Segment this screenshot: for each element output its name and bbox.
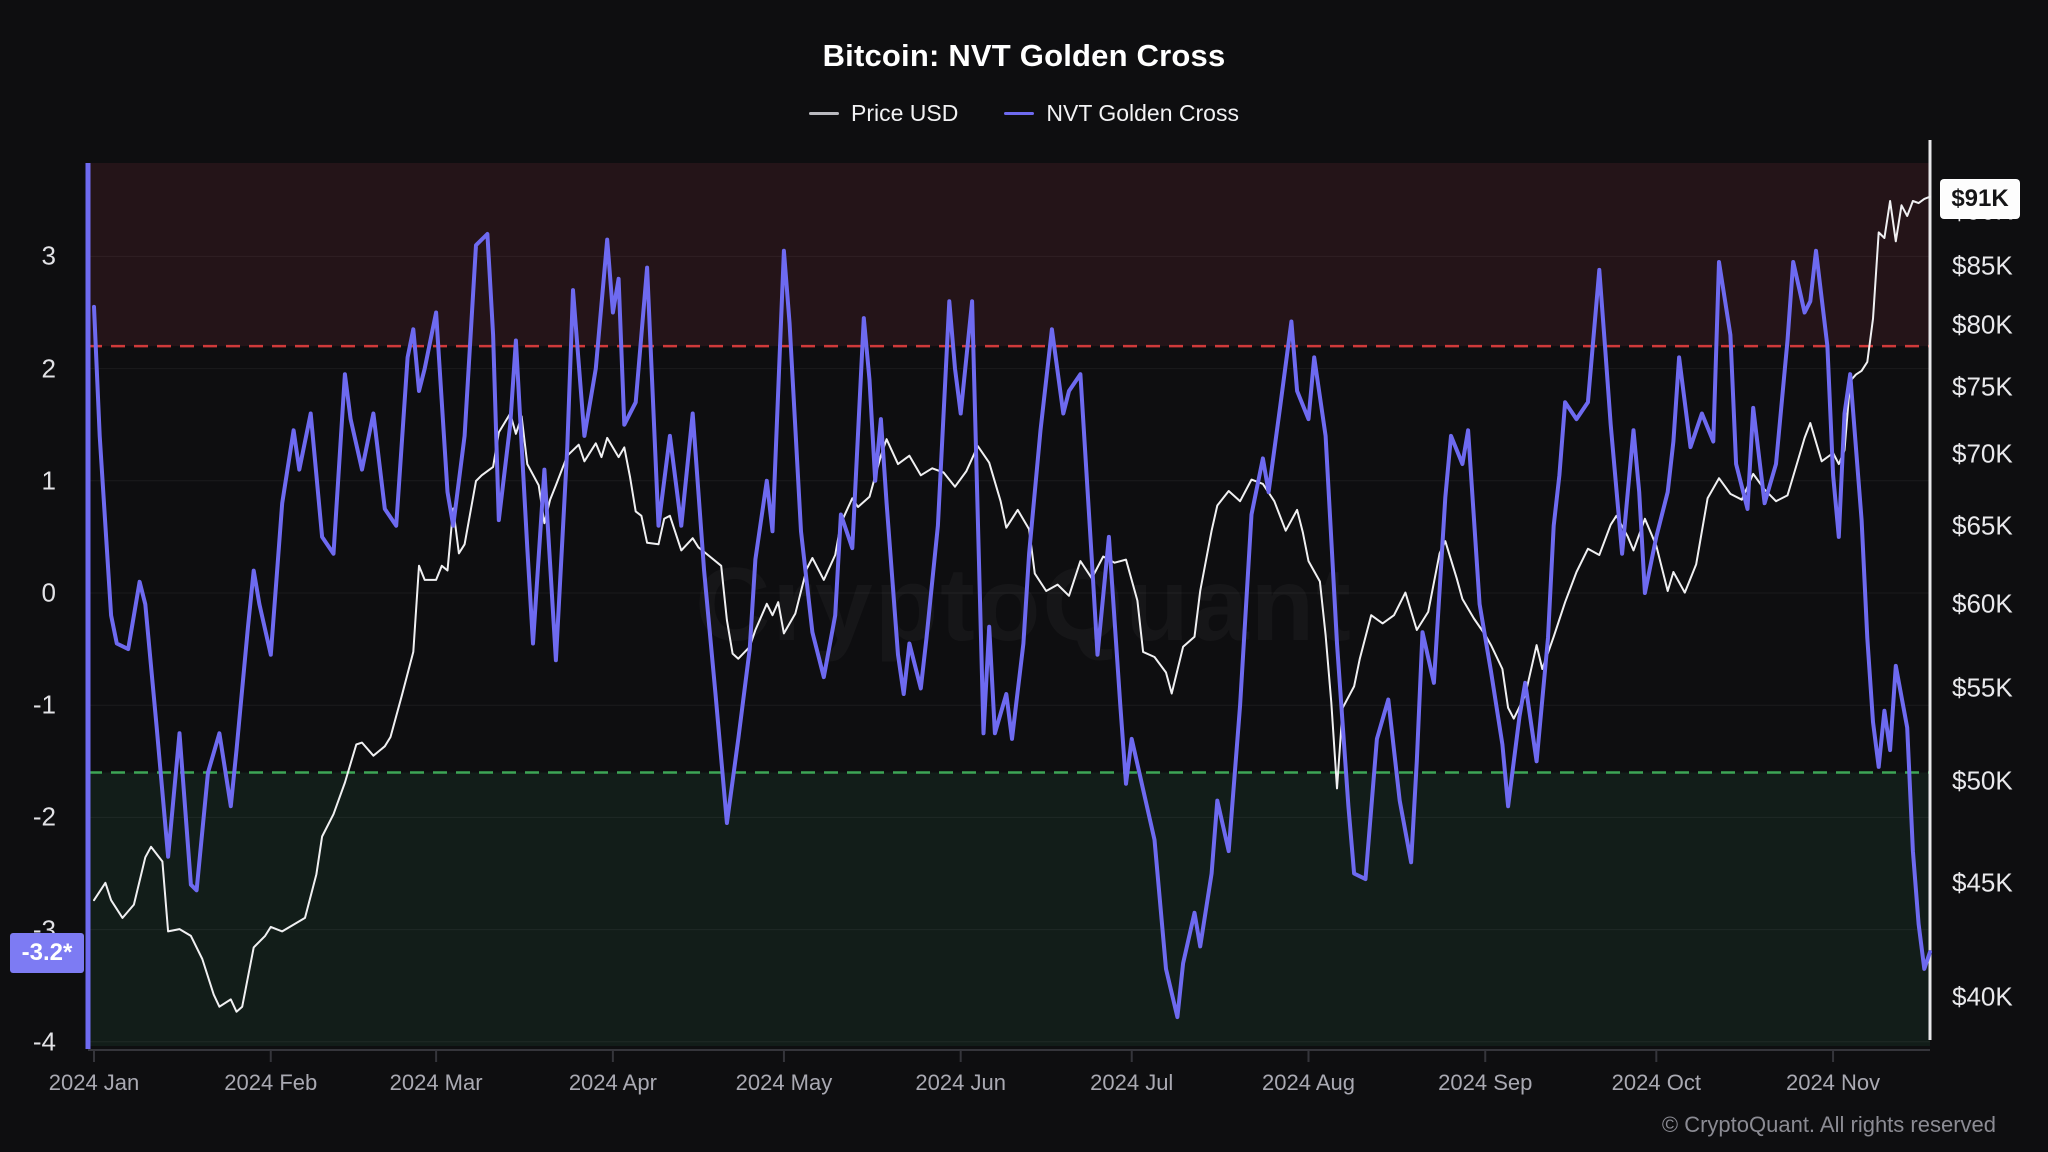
legend: Price USD NVT Golden Cross — [0, 100, 2048, 127]
threshold-lines — [88, 344, 1930, 774]
legend-label-price: Price USD — [851, 100, 959, 126]
chart-title: Bitcoin: NVT Golden Cross — [822, 38, 1226, 73]
threshold-zones — [88, 163, 1930, 1046]
legend-label-nvt: NVT Golden Cross — [1046, 100, 1239, 126]
nvt-line-swatch-icon — [1004, 112, 1035, 115]
legend-item-price[interactable]: Price USD — [809, 100, 958, 127]
price-line-swatch-icon — [809, 112, 840, 115]
legend-item-nvt[interactable]: NVT Golden Cross — [1004, 100, 1239, 127]
copyright-notice: © CryptoQuant. All rights reserved — [1661, 1112, 1996, 1137]
axis-lines — [85, 140, 1932, 1062]
series-lines — [92, 195, 1932, 1020]
gridlines — [88, 255, 1930, 1043]
